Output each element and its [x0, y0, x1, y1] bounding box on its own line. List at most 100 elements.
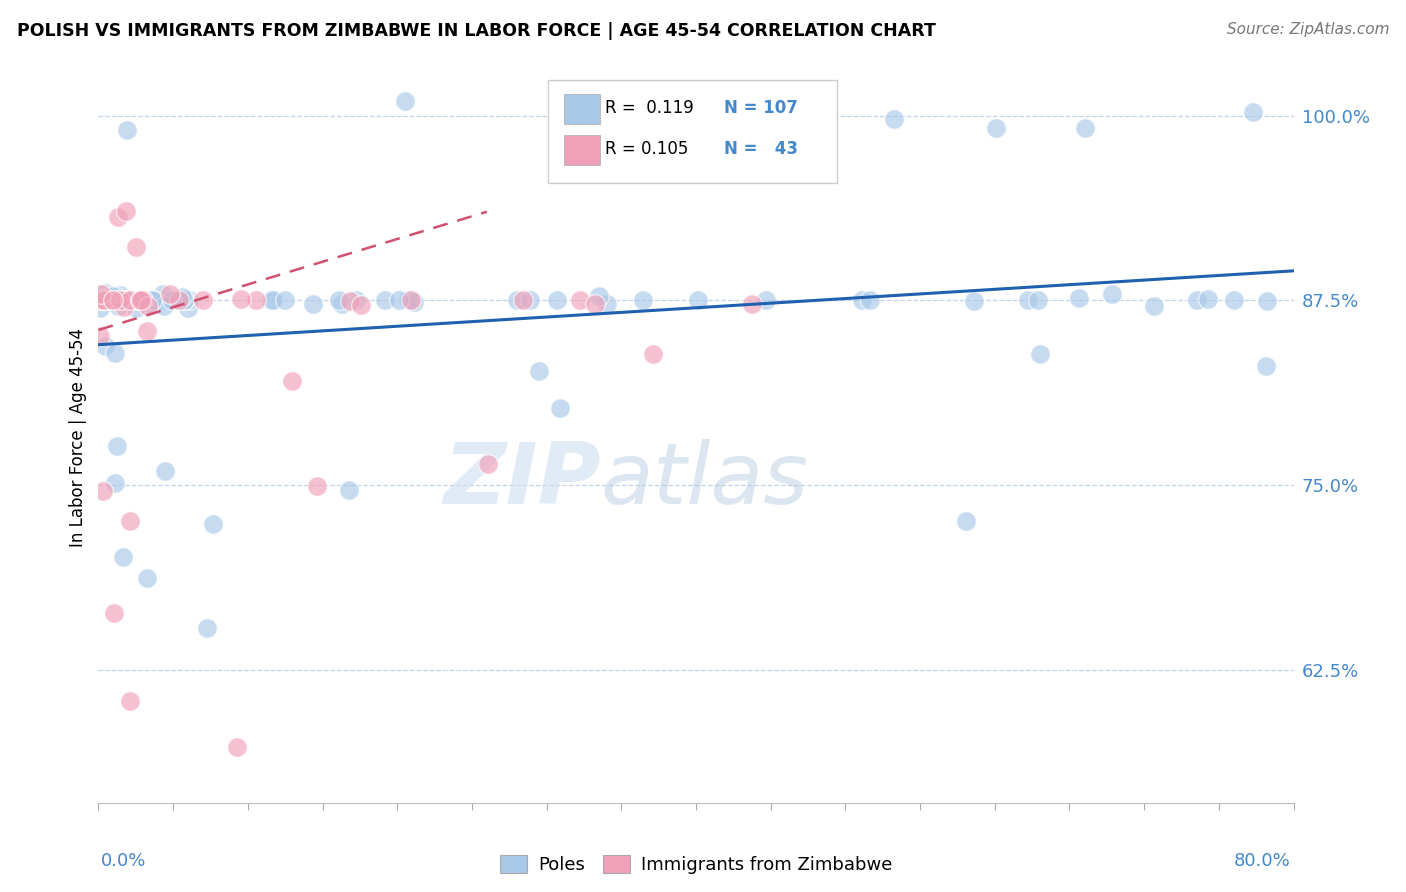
Point	[131, 295, 153, 310]
Point	[118, 694, 141, 708]
Point	[153, 464, 176, 478]
Point	[167, 293, 190, 308]
Point	[388, 293, 411, 308]
Point	[105, 293, 128, 308]
Point	[1017, 293, 1039, 308]
Point	[546, 293, 568, 308]
Point	[125, 301, 148, 315]
Point	[177, 293, 200, 308]
Point	[955, 514, 977, 528]
Point	[191, 293, 214, 308]
Point	[1143, 299, 1166, 313]
Point	[120, 293, 142, 308]
Point	[688, 293, 710, 308]
Point	[142, 293, 165, 308]
Point	[100, 293, 122, 308]
Point	[394, 95, 416, 109]
Text: N =   43: N = 43	[724, 140, 799, 158]
Point	[129, 293, 152, 308]
Point	[1256, 293, 1278, 308]
Point	[105, 293, 128, 308]
Point	[136, 571, 159, 585]
Point	[1074, 121, 1097, 136]
Point	[108, 293, 131, 308]
Point	[141, 293, 163, 308]
Point	[98, 293, 121, 308]
Point	[519, 293, 541, 308]
Point	[402, 295, 425, 310]
Point	[197, 621, 219, 635]
Point	[173, 293, 195, 308]
Point	[115, 293, 138, 308]
Point	[104, 293, 127, 308]
Point	[100, 293, 122, 308]
Text: 80.0%: 80.0%	[1234, 852, 1291, 870]
Point	[166, 293, 188, 308]
Point	[162, 293, 184, 308]
Point	[96, 293, 118, 308]
Point	[986, 120, 1008, 135]
Point	[89, 328, 111, 343]
Point	[94, 286, 117, 301]
Point	[100, 293, 122, 308]
Y-axis label: In Labor Force | Age 45-54: In Labor Force | Age 45-54	[69, 327, 87, 547]
Point	[96, 293, 118, 308]
Point	[114, 293, 136, 308]
Point	[104, 293, 127, 308]
Point	[135, 324, 157, 338]
Point	[229, 293, 252, 307]
Point	[128, 293, 150, 308]
Point	[339, 293, 361, 308]
Point	[93, 293, 115, 308]
Point	[94, 293, 117, 308]
Text: POLISH VS IMMIGRANTS FROM ZIMBABWE IN LABOR FORCE | AGE 45-54 CORRELATION CHART: POLISH VS IMMIGRANTS FROM ZIMBABWE IN LA…	[17, 22, 936, 40]
Point	[506, 293, 529, 307]
Point	[328, 293, 350, 308]
Point	[90, 293, 112, 308]
Point	[631, 293, 654, 308]
Point	[548, 401, 571, 415]
Point	[851, 293, 873, 308]
Text: R = 0.105: R = 0.105	[605, 140, 688, 158]
Point	[755, 293, 778, 308]
Point	[245, 293, 267, 308]
Point	[1222, 293, 1244, 308]
Point	[110, 293, 132, 307]
Point	[100, 293, 122, 308]
Point	[103, 606, 125, 620]
Point	[301, 297, 323, 311]
Point	[176, 293, 198, 308]
Text: ZIP: ZIP	[443, 440, 600, 523]
Point	[112, 301, 135, 315]
Point	[859, 293, 882, 308]
Point	[96, 293, 118, 308]
Point	[588, 288, 610, 302]
Point	[1197, 292, 1219, 306]
Point	[90, 286, 112, 301]
Point	[107, 210, 129, 224]
Legend: Poles, Immigrants from Zimbabwe: Poles, Immigrants from Zimbabwe	[492, 847, 900, 881]
Point	[97, 290, 120, 304]
Point	[174, 293, 197, 308]
Point	[141, 293, 163, 308]
Point	[91, 483, 114, 498]
Point	[152, 293, 174, 308]
Point	[89, 301, 111, 315]
Point	[396, 293, 419, 308]
Point	[97, 293, 120, 308]
Point	[399, 293, 422, 308]
Point	[101, 293, 124, 308]
Point	[1254, 359, 1277, 374]
Point	[132, 293, 155, 308]
Point	[129, 293, 152, 308]
Point	[374, 293, 396, 308]
Point	[108, 288, 131, 302]
Point	[125, 239, 148, 253]
Text: Source: ZipAtlas.com: Source: ZipAtlas.com	[1226, 22, 1389, 37]
Point	[89, 293, 111, 308]
Point	[1069, 291, 1091, 305]
Text: atlas: atlas	[600, 440, 808, 523]
Point	[350, 298, 373, 312]
Point	[100, 293, 122, 308]
Point	[159, 286, 181, 301]
